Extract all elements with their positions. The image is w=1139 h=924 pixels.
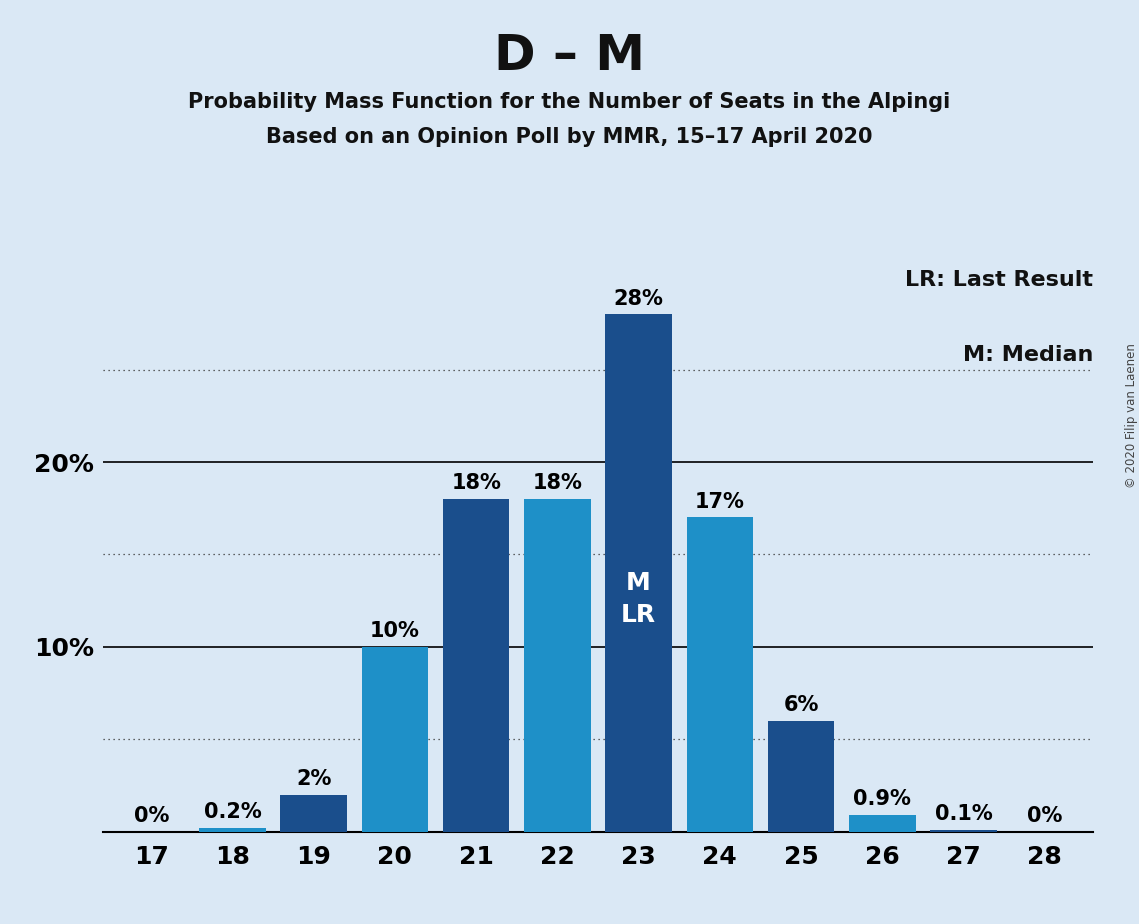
Text: Based on an Opinion Poll by MMR, 15–17 April 2020: Based on an Opinion Poll by MMR, 15–17 A… bbox=[267, 127, 872, 147]
Text: 10%: 10% bbox=[370, 621, 420, 641]
Text: M
LR: M LR bbox=[621, 571, 656, 626]
Bar bbox=[931, 830, 997, 832]
Bar bbox=[687, 517, 753, 832]
Bar bbox=[524, 499, 591, 832]
Text: 18%: 18% bbox=[451, 473, 501, 493]
Text: 2%: 2% bbox=[296, 769, 331, 789]
Bar bbox=[199, 828, 265, 832]
Bar bbox=[280, 795, 347, 832]
Text: 0%: 0% bbox=[133, 806, 169, 826]
Text: LR: Last Result: LR: Last Result bbox=[906, 270, 1093, 290]
Bar bbox=[443, 499, 509, 832]
Text: 17%: 17% bbox=[695, 492, 745, 512]
Text: 0.1%: 0.1% bbox=[935, 804, 992, 824]
Bar bbox=[605, 314, 672, 832]
Bar bbox=[361, 647, 428, 832]
Text: 18%: 18% bbox=[532, 473, 582, 493]
Bar bbox=[849, 815, 916, 832]
Text: 6%: 6% bbox=[784, 695, 819, 715]
Text: 0.2%: 0.2% bbox=[204, 802, 261, 822]
Text: 0%: 0% bbox=[1027, 806, 1063, 826]
Text: D – M: D – M bbox=[494, 32, 645, 80]
Bar bbox=[768, 721, 835, 832]
Text: 0.9%: 0.9% bbox=[853, 789, 911, 809]
Text: © 2020 Filip van Laenen: © 2020 Filip van Laenen bbox=[1124, 344, 1138, 488]
Text: Probability Mass Function for the Number of Seats in the Alpingi: Probability Mass Function for the Number… bbox=[188, 92, 951, 113]
Text: 28%: 28% bbox=[614, 288, 664, 309]
Text: M: Median: M: Median bbox=[964, 345, 1093, 365]
